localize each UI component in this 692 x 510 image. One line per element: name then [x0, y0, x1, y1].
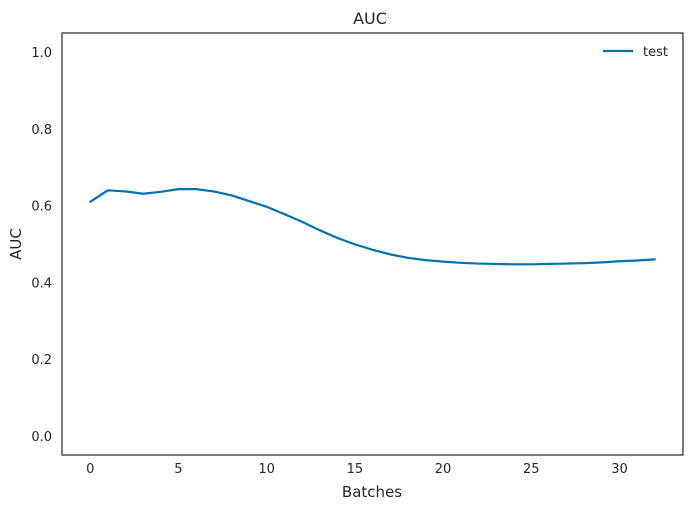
x-tick-label: 15 [347, 462, 364, 477]
y-tick-label: 0.4 [31, 276, 52, 291]
y-axis-ticks: 0.0 0.2 0.4 0.6 0.8 1.0 [31, 46, 52, 445]
x-tick-label: 30 [611, 462, 628, 477]
x-axis-label: Batches [342, 483, 402, 501]
y-tick-label: 0.6 [31, 200, 52, 215]
legend: test [603, 45, 668, 60]
x-tick-label: 20 [435, 462, 452, 477]
x-tick-label: 0 [86, 462, 94, 477]
plot-frame [61, 32, 684, 456]
y-axis-label: AUC [7, 228, 25, 260]
x-tick-label: 25 [523, 462, 540, 477]
x-axis-ticks: 0 5 10 15 20 25 30 [86, 462, 628, 477]
y-tick-label: 0.8 [31, 123, 52, 138]
series-line-test [89, 188, 656, 266]
x-tick-label: 5 [174, 462, 182, 477]
legend-label-test: test [643, 45, 668, 60]
series-layer [89, 188, 656, 266]
y-tick-label: 0.0 [31, 430, 52, 445]
y-tick-label: 0.2 [31, 353, 52, 368]
y-tick-label: 1.0 [31, 46, 52, 61]
chart-title: AUC [353, 9, 387, 28]
x-tick-label: 10 [258, 462, 275, 477]
